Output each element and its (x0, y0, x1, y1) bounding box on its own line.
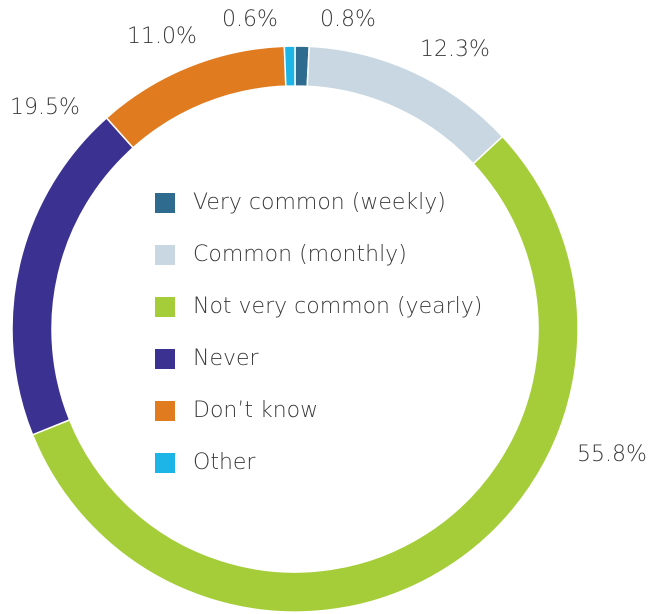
donut-slice (105, 45, 287, 149)
legend-swatch (155, 453, 175, 473)
donut-slice (283, 45, 296, 87)
legend-swatch (155, 401, 175, 421)
value-label: 0.8% (320, 7, 376, 32)
value-label: 55.8% (577, 442, 647, 467)
donut-slice (11, 116, 135, 436)
legend-swatch (155, 193, 175, 213)
value-label: 11.0% (127, 24, 197, 49)
value-label: 12.3% (420, 37, 490, 62)
legend-label: Not very common (yearly) (193, 294, 482, 319)
legend-swatch (155, 297, 175, 317)
donut-slice (306, 45, 504, 165)
legend-label: Other (193, 450, 256, 475)
legend-label: Never (193, 346, 260, 371)
legend-swatch (155, 245, 175, 265)
legend-label: Very common (weekly) (193, 190, 446, 215)
value-label: 0.6% (222, 7, 278, 32)
value-label: 19.5% (10, 95, 80, 120)
donut-slice (31, 135, 579, 613)
legend-label: Don’t know (193, 398, 318, 423)
legend-label: Common (monthly) (193, 242, 407, 267)
legend-swatch (155, 349, 175, 369)
